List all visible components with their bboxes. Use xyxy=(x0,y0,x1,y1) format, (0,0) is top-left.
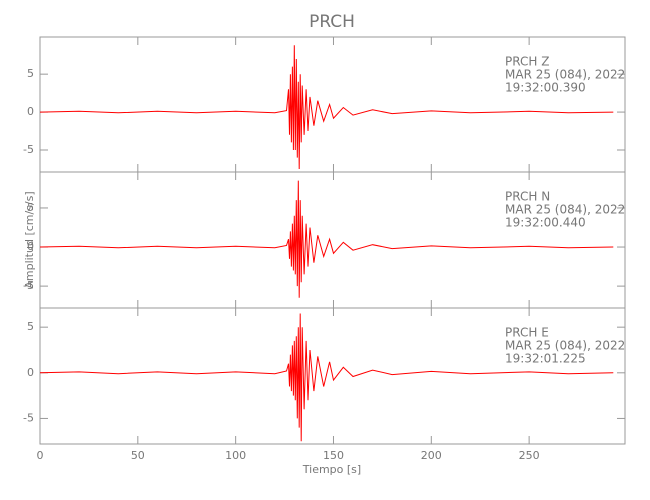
annotation: MAR 25 (084), 2022 xyxy=(505,339,625,353)
annotation: PRCH N xyxy=(505,190,550,204)
x-tick-label: 0 xyxy=(37,449,44,462)
annotation: MAR 25 (084), 2022 xyxy=(505,203,625,217)
annotation: 19:32:00.440 xyxy=(505,216,586,230)
y-tick-label: 0 xyxy=(27,366,34,379)
waveform xyxy=(39,313,614,442)
y-axis-label: Amplitud [cm/s/s] xyxy=(23,191,36,288)
y-tick-label: -5 xyxy=(23,411,34,424)
annotation: PRCH Z xyxy=(505,55,549,69)
y-tick-label: -5 xyxy=(23,143,34,156)
x-tick-label: 100 xyxy=(225,449,246,462)
x-tick-label: 200 xyxy=(421,449,442,462)
waveform xyxy=(39,180,614,298)
annotation: 19:32:00.390 xyxy=(505,81,586,95)
waveform xyxy=(39,45,614,170)
annotation: 19:32:01.225 xyxy=(505,352,586,366)
y-tick-label: 5 xyxy=(27,320,34,333)
x-tick-label: 250 xyxy=(519,449,540,462)
x-tick-label: 50 xyxy=(131,449,145,462)
y-tick-label: 5 xyxy=(27,201,34,214)
panel-frame xyxy=(39,307,626,445)
annotation: PRCH E xyxy=(505,326,549,340)
annotation: MAR 25 (084), 2022 xyxy=(505,68,625,82)
y-tick-label: 0 xyxy=(27,240,34,253)
x-axis-label: Tiempo [s] xyxy=(302,463,361,476)
y-tick-label: 5 xyxy=(27,67,34,80)
y-tick-label: -5 xyxy=(23,279,34,292)
chart-title: PRCH xyxy=(309,12,355,32)
x-tick-label: 150 xyxy=(323,449,344,462)
y-tick-label: 0 xyxy=(27,105,34,118)
